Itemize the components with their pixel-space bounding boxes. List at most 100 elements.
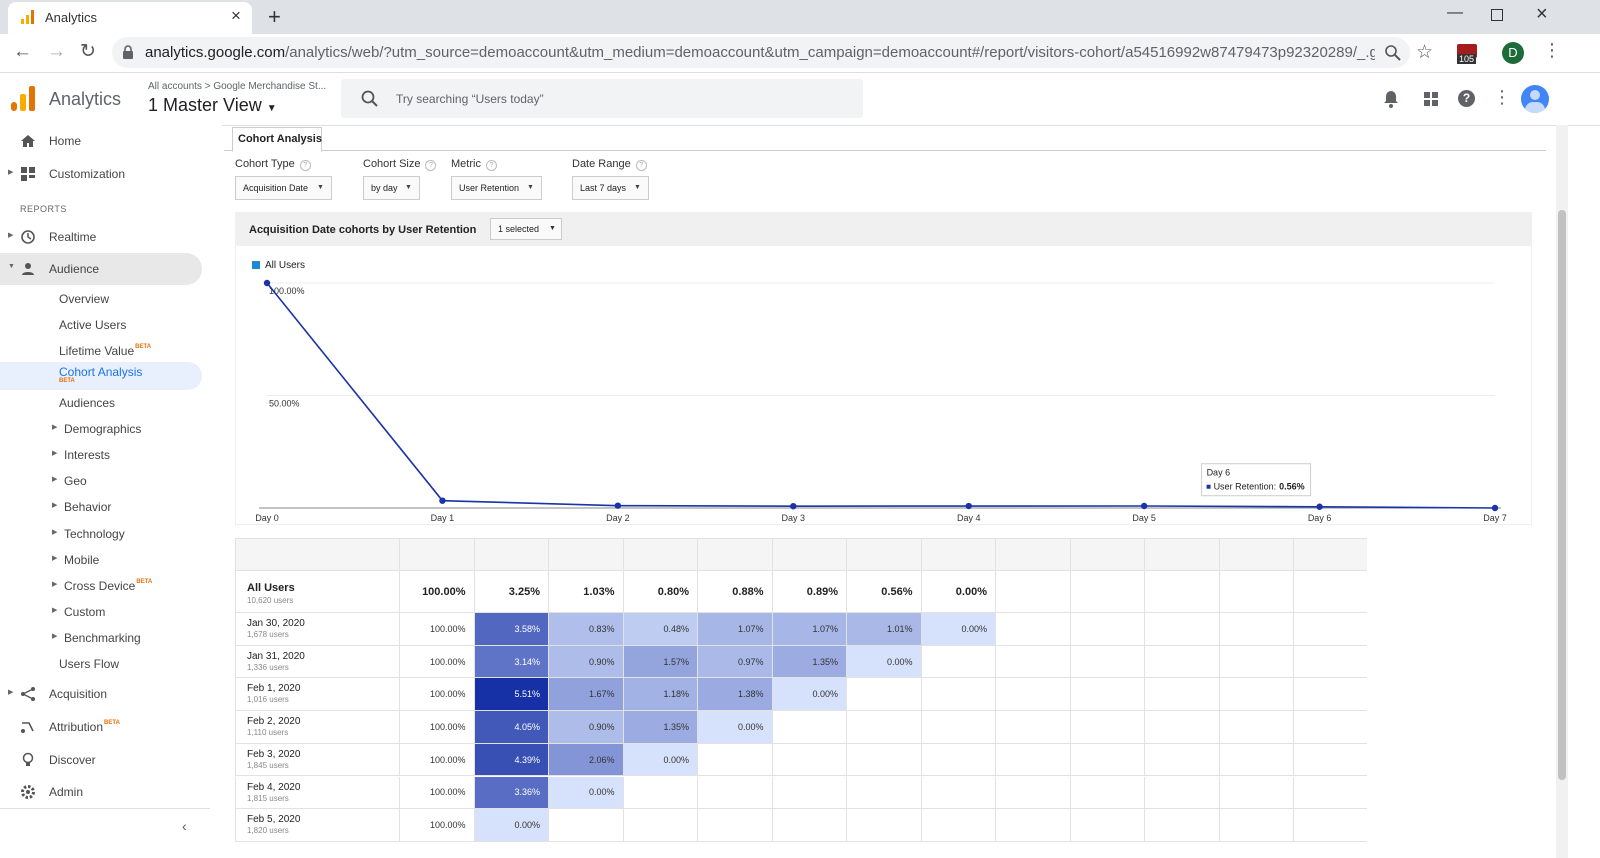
- bookmark-star[interactable]: ☆: [1416, 42, 1434, 63]
- user-avatar[interactable]: [1521, 85, 1549, 113]
- cohort-cell: [1219, 776, 1294, 810]
- expand-arrow[interactable]: ▶: [52, 450, 58, 457]
- cohort-cell: 0.83%: [549, 613, 624, 646]
- breadcrumb[interactable]: All accounts > Google Merchandise St...: [148, 81, 327, 92]
- expand-arrow[interactable]: ▶: [52, 502, 58, 509]
- omnibox[interactable]: [112, 37, 1410, 68]
- nav-item[interactable]: Lifetime ValueBETA: [59, 344, 152, 358]
- cohort-cell: [996, 613, 1071, 646]
- nav-item[interactable]: Custom: [64, 605, 106, 619]
- cohort-cell: 0.97%: [698, 645, 773, 679]
- x-tick-label: Day 5: [1132, 513, 1156, 523]
- dropdown-caret: ▼: [527, 184, 534, 191]
- help-hint[interactable]: ?: [485, 160, 497, 171]
- summary-cell: 100.00%: [400, 571, 475, 613]
- summary-cell: 0.56%: [847, 571, 922, 613]
- nav-item[interactable]: Audience: [49, 262, 100, 276]
- control-dropdown[interactable]: User Retention ▼: [451, 176, 542, 200]
- beta-badge: BETA: [104, 720, 120, 726]
- nav-item[interactable]: Cohort Analysis BETA: [59, 365, 143, 384]
- nav-item[interactable]: Audiences: [59, 396, 116, 410]
- nav-item[interactable]: AttributionBETA: [49, 720, 120, 734]
- cohort-cell: [996, 776, 1071, 810]
- report-tab[interactable]: [232, 127, 322, 152]
- cohort-cell: [847, 678, 922, 712]
- restore[interactable]: [1491, 9, 1503, 21]
- nav-item[interactable]: Realtime: [49, 230, 97, 244]
- nav-item[interactable]: Users Flow: [59, 657, 120, 671]
- expand-arrow[interactable]: ▶: [52, 476, 58, 483]
- expand-arrow[interactable]: ▶: [52, 555, 58, 562]
- row-users: 1,820 users: [247, 826, 289, 836]
- nav-item[interactable]: Demographics: [64, 422, 142, 436]
- view-selector[interactable]: 1 Master View ▼: [148, 95, 277, 115]
- nav-item[interactable]: Customization: [49, 167, 126, 181]
- nav-item[interactable]: Interests: [64, 448, 111, 462]
- expand-arrow[interactable]: ▶: [52, 633, 58, 640]
- control-dropdown[interactable]: Last 7 days ▼: [572, 176, 649, 200]
- nav-item[interactable]: Behavior: [64, 500, 112, 514]
- view-name: 1 Master View: [148, 95, 262, 115]
- expand-arrow[interactable]: ▶: [8, 232, 14, 239]
- cohort-cell: [772, 776, 847, 810]
- nav-item[interactable]: Discover: [49, 753, 96, 767]
- row-label: Jan 31, 2020 1,336 users: [235, 645, 400, 679]
- help-icon[interactable]: ?: [1458, 90, 1475, 107]
- browser-tab[interactable]: [8, 2, 252, 34]
- nav-icon: [21, 687, 35, 701]
- help-hint[interactable]: ?: [635, 160, 647, 171]
- cohort-cell: [1145, 678, 1220, 712]
- cohort-cell: 1.35%: [623, 711, 698, 744]
- nav-item[interactable]: Admin: [49, 785, 84, 799]
- app-menu[interactable]: ⋮: [1493, 87, 1511, 107]
- nav-item[interactable]: Acquisition: [49, 687, 108, 701]
- nav-item[interactable]: Mobile: [64, 553, 100, 567]
- window-close[interactable]: ×: [1536, 3, 1548, 25]
- nav-item[interactable]: Benchmarking: [64, 631, 141, 645]
- nav-item[interactable]: Home: [49, 134, 82, 148]
- profile-avatar[interactable]: D: [1502, 42, 1524, 64]
- help-hint[interactable]: ?: [425, 160, 437, 171]
- tab-close[interactable]: ×: [231, 6, 241, 25]
- beta-badge: BETA: [135, 344, 152, 350]
- help-hint[interactable]: ?: [299, 160, 311, 171]
- expand-arrow[interactable]: ▶: [52, 607, 58, 614]
- series-selector[interactable]: 1 selected ▼: [490, 218, 562, 240]
- row-users: 1,845 users: [247, 760, 289, 770]
- nav-item[interactable]: Geo: [64, 474, 87, 488]
- expand-arrow[interactable]: ▼: [8, 263, 15, 270]
- cohort-cell: [1070, 711, 1145, 744]
- url-path: /analytics/web/?utm_source=demoaccount&u…: [285, 44, 1375, 61]
- collapse-button[interactable]: ‹: [182, 818, 187, 834]
- control-dropdown[interactable]: Acquisition Date ▼: [235, 176, 332, 200]
- search-box[interactable]: [341, 79, 863, 118]
- apps-icon[interactable]: [1424, 92, 1438, 106]
- url-host: analytics.google.com: [145, 44, 286, 61]
- nav-item[interactable]: Cross DeviceBETA: [64, 579, 153, 593]
- new-tab[interactable]: +: [268, 4, 281, 29]
- reload[interactable]: ↻: [80, 41, 96, 62]
- expand-arrow[interactable]: ▶: [52, 581, 58, 588]
- zoom-icon[interactable]: [1384, 44, 1402, 62]
- minimize[interactable]: —: [1447, 4, 1463, 21]
- notifications-icon[interactable]: [1383, 90, 1399, 108]
- control-dropdown[interactable]: by day ▼: [363, 176, 420, 200]
- expand-arrow[interactable]: ▶: [52, 424, 58, 431]
- nav-item[interactable]: Technology: [64, 527, 125, 541]
- nav-item[interactable]: Active Users: [59, 318, 127, 332]
- cohort-cell: 1.18%: [623, 678, 698, 712]
- column-header: [1145, 538, 1220, 571]
- favicon: [21, 10, 34, 24]
- summary-cell: 0.80%: [623, 571, 698, 613]
- chart-header: [235, 212, 1532, 246]
- scrollbar-thumb[interactable]: [1558, 210, 1566, 780]
- back[interactable]: ←: [13, 41, 32, 62]
- browser-menu[interactable]: ⋮: [1543, 40, 1561, 60]
- expand-arrow[interactable]: ▶: [8, 169, 14, 176]
- forward[interactable]: →: [47, 41, 66, 62]
- nav-item[interactable]: Overview: [59, 292, 110, 306]
- x-tick-label: Day 3: [782, 513, 806, 523]
- expand-arrow[interactable]: ▶: [52, 529, 58, 536]
- cohort-cell: 3.58%: [474, 613, 549, 646]
- expand-arrow[interactable]: ▶: [8, 689, 14, 696]
